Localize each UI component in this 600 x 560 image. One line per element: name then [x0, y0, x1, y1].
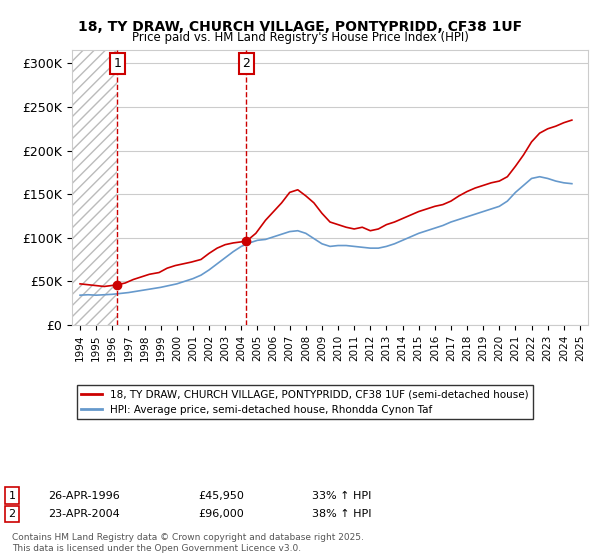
Text: 2: 2 — [8, 509, 16, 519]
Text: 23-APR-2004: 23-APR-2004 — [48, 509, 120, 519]
Text: Price paid vs. HM Land Registry's House Price Index (HPI): Price paid vs. HM Land Registry's House … — [131, 31, 469, 44]
Text: 33% ↑ HPI: 33% ↑ HPI — [312, 491, 371, 501]
Legend: 18, TY DRAW, CHURCH VILLAGE, PONTYPRIDD, CF38 1UF (semi-detached house), HPI: Av: 18, TY DRAW, CHURCH VILLAGE, PONTYPRIDD,… — [77, 385, 533, 419]
Text: 38% ↑ HPI: 38% ↑ HPI — [312, 509, 371, 519]
Text: Contains HM Land Registry data © Crown copyright and database right 2025.
This d: Contains HM Land Registry data © Crown c… — [12, 534, 364, 553]
Text: 1: 1 — [8, 491, 16, 501]
Text: £45,950: £45,950 — [198, 491, 244, 501]
Bar — [72, 50, 118, 325]
Text: £96,000: £96,000 — [198, 509, 244, 519]
Text: 1: 1 — [113, 57, 121, 70]
Text: 2: 2 — [242, 57, 250, 70]
Text: 18, TY DRAW, CHURCH VILLAGE, PONTYPRIDD, CF38 1UF: 18, TY DRAW, CHURCH VILLAGE, PONTYPRIDD,… — [78, 20, 522, 34]
Text: 26-APR-1996: 26-APR-1996 — [48, 491, 120, 501]
